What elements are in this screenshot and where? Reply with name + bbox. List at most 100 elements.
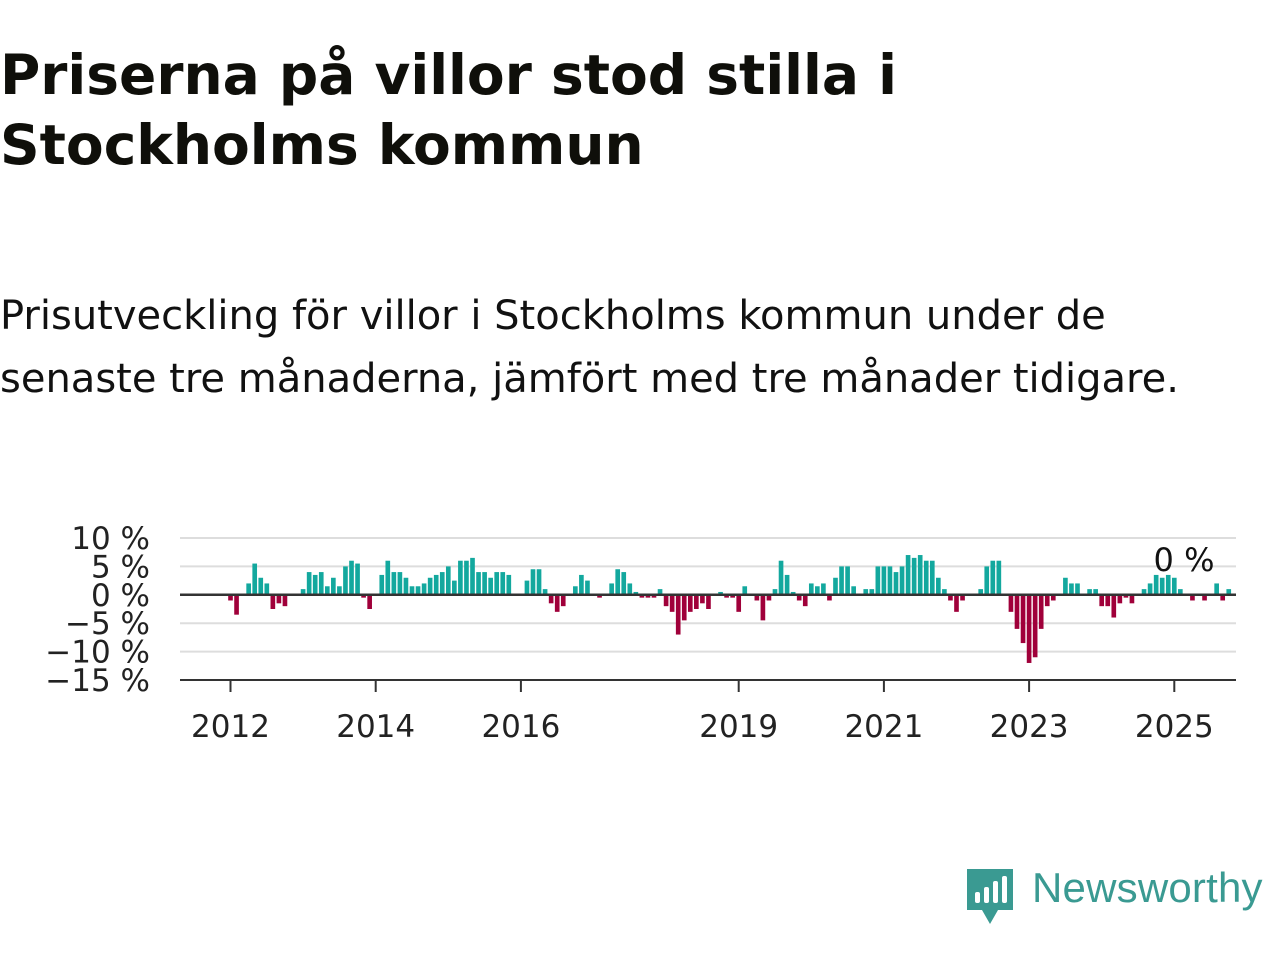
bar bbox=[1159, 577, 1165, 595]
bar bbox=[1141, 589, 1147, 595]
bar bbox=[258, 577, 264, 595]
bar bbox=[318, 572, 324, 595]
bar bbox=[609, 583, 614, 595]
latest-value-annotation: 0 % bbox=[1154, 541, 1215, 579]
bar bbox=[899, 566, 905, 595]
x-tick-label: 2016 bbox=[481, 709, 560, 745]
x-tick-label: 2014 bbox=[336, 709, 415, 745]
bar bbox=[1123, 594, 1129, 598]
bar bbox=[488, 577, 493, 595]
bar bbox=[718, 591, 723, 595]
bar bbox=[1226, 589, 1232, 595]
y-tick-label: 10 % bbox=[71, 521, 150, 557]
bar bbox=[766, 594, 772, 601]
bar bbox=[306, 572, 312, 595]
bar bbox=[506, 574, 512, 595]
y-tick-label: −5 % bbox=[65, 606, 150, 642]
bar bbox=[875, 566, 881, 595]
bar bbox=[1050, 594, 1056, 601]
bar bbox=[790, 591, 796, 595]
bar bbox=[530, 569, 536, 595]
bar bbox=[984, 566, 990, 595]
bar bbox=[996, 560, 1002, 595]
bar bbox=[470, 557, 475, 595]
bar bbox=[633, 591, 639, 595]
bar bbox=[911, 557, 917, 595]
bar bbox=[252, 563, 258, 595]
bar bbox=[815, 586, 820, 595]
bar bbox=[675, 594, 681, 635]
bar bbox=[778, 560, 784, 595]
bar bbox=[845, 566, 850, 595]
bar bbox=[687, 594, 693, 612]
bar bbox=[1147, 583, 1153, 595]
bar bbox=[464, 560, 469, 595]
bar bbox=[1165, 574, 1171, 595]
bar bbox=[839, 566, 844, 595]
bar bbox=[1044, 594, 1050, 607]
bar bbox=[343, 566, 348, 595]
bar bbox=[1214, 583, 1219, 595]
y-tick-label: 0 % bbox=[91, 578, 150, 614]
bar bbox=[312, 574, 318, 595]
bar bbox=[742, 586, 748, 595]
bar bbox=[627, 583, 633, 595]
bar bbox=[936, 577, 941, 595]
bar bbox=[246, 583, 251, 595]
bar bbox=[1105, 594, 1111, 607]
bar bbox=[585, 580, 590, 595]
bar bbox=[397, 572, 403, 595]
bar bbox=[270, 594, 276, 609]
y-tick-label: −10 % bbox=[45, 635, 150, 671]
bar bbox=[355, 563, 360, 595]
bar bbox=[300, 589, 306, 595]
bar bbox=[597, 594, 602, 598]
bar bbox=[669, 594, 675, 612]
bar bbox=[379, 574, 385, 595]
newsworthy-bar-chart-icon bbox=[967, 869, 1013, 924]
bar bbox=[960, 594, 965, 601]
bar bbox=[929, 560, 935, 595]
bar bbox=[331, 577, 336, 595]
bar bbox=[760, 594, 766, 621]
bar bbox=[536, 569, 542, 595]
bar bbox=[772, 589, 778, 595]
bar bbox=[524, 580, 530, 595]
bar bbox=[1111, 594, 1117, 618]
bar bbox=[1014, 594, 1020, 629]
x-tick-label: 2023 bbox=[990, 709, 1069, 745]
bar bbox=[1153, 574, 1159, 595]
bar bbox=[476, 572, 481, 595]
y-tick-label: −15 % bbox=[45, 663, 150, 699]
bar bbox=[681, 594, 687, 621]
bar bbox=[639, 594, 645, 598]
bar bbox=[833, 577, 838, 595]
bar bbox=[651, 594, 657, 598]
bar bbox=[548, 594, 554, 604]
bar bbox=[361, 594, 366, 598]
bar bbox=[573, 586, 578, 595]
bar bbox=[784, 574, 790, 595]
bar bbox=[385, 560, 391, 595]
bar bbox=[228, 594, 233, 601]
bar bbox=[337, 586, 342, 595]
bar bbox=[276, 594, 282, 604]
bar bbox=[657, 589, 663, 595]
bar bbox=[403, 577, 409, 595]
bar bbox=[234, 594, 239, 615]
bar bbox=[694, 594, 699, 609]
bar bbox=[324, 586, 330, 595]
bar bbox=[851, 586, 856, 595]
bar bbox=[1099, 594, 1105, 607]
y-axis-tick-labels: 10 %5 %0 %−5 %−10 %−15 % bbox=[45, 521, 150, 699]
bar bbox=[445, 566, 451, 595]
bar bbox=[439, 572, 445, 595]
bar bbox=[542, 589, 548, 595]
bar bbox=[942, 589, 947, 595]
bar bbox=[754, 594, 760, 601]
x-tick-label: 2019 bbox=[699, 709, 778, 745]
bar bbox=[706, 594, 711, 609]
bar bbox=[802, 594, 808, 607]
bar bbox=[730, 594, 735, 598]
bar bbox=[427, 577, 433, 595]
